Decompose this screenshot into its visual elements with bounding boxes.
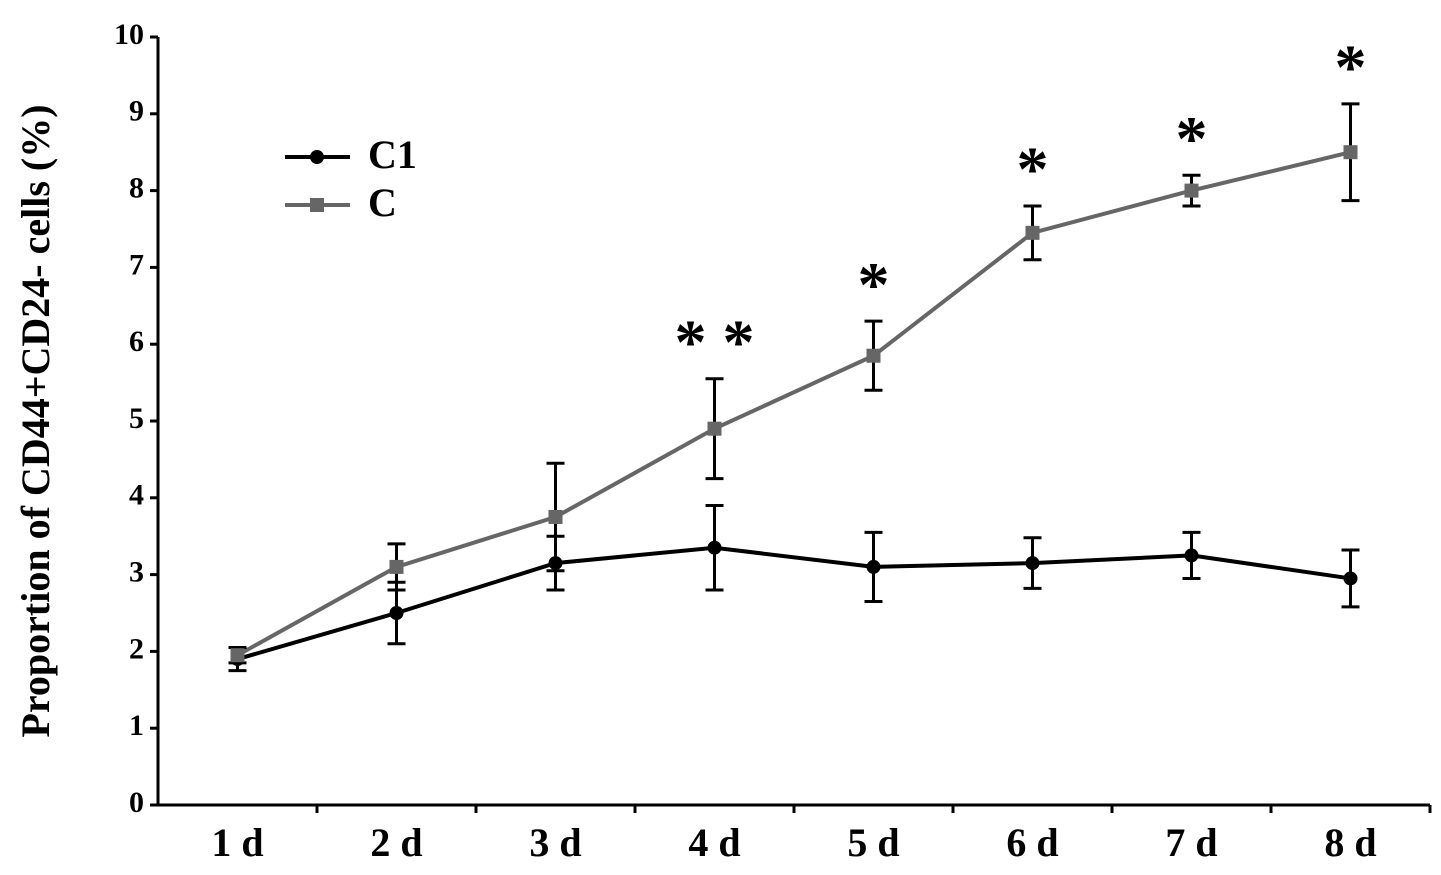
- y-tick-label: 4: [129, 479, 144, 512]
- marker: [1343, 571, 1358, 586]
- marker: [389, 606, 404, 620]
- series-line: [236, 150, 1351, 657]
- x-tick-label: 7 d: [1165, 820, 1217, 865]
- y-axis-title: Proportion of CD44+CD24- cells (%): [13, 104, 58, 737]
- marker: [866, 559, 881, 574]
- x-tick-label: 2 d: [370, 820, 422, 865]
- x-tick-label: 3 d: [529, 820, 581, 865]
- series-line: [236, 545, 1351, 662]
- y-tick-label: 3: [129, 555, 144, 588]
- y-tick-label: 10: [114, 18, 144, 51]
- x-tick-label: 1 d: [211, 820, 263, 865]
- y-tick-label: 7: [129, 248, 144, 281]
- marker: [1025, 225, 1040, 240]
- significance-annotation: *: [1335, 32, 1367, 103]
- x-tick-label: 6 d: [1006, 820, 1058, 865]
- legend-label: C1: [368, 132, 417, 177]
- y-tick-label: 6: [129, 325, 144, 358]
- y-tick-label: 0: [129, 786, 144, 819]
- marker: [1184, 183, 1199, 198]
- marker: [310, 150, 324, 164]
- y-tick-label: 8: [129, 171, 144, 204]
- marker: [310, 198, 324, 212]
- significance-annotation: *: [858, 249, 890, 320]
- y-tick-label: 2: [129, 632, 144, 665]
- y-tick-label: 9: [129, 95, 144, 128]
- significance-annotation: *: [1017, 134, 1049, 205]
- marker: [1025, 556, 1040, 571]
- significance-annotation: * *: [675, 306, 755, 377]
- marker: [1184, 548, 1199, 563]
- y-tick-label: 5: [129, 402, 144, 435]
- marker: [1343, 145, 1358, 160]
- marker: [707, 540, 722, 555]
- x-tick-label: 8 d: [1324, 820, 1376, 865]
- y-tick-label: 1: [129, 709, 144, 742]
- marker: [230, 648, 245, 663]
- x-tick-label: 5 d: [847, 820, 899, 865]
- marker: [389, 559, 404, 574]
- marker: [707, 421, 722, 436]
- significance-annotation: *: [1176, 103, 1208, 174]
- marker: [548, 510, 563, 524]
- x-tick-label: 4 d: [688, 820, 740, 865]
- legend-label: C: [368, 180, 397, 225]
- marker: [866, 348, 881, 363]
